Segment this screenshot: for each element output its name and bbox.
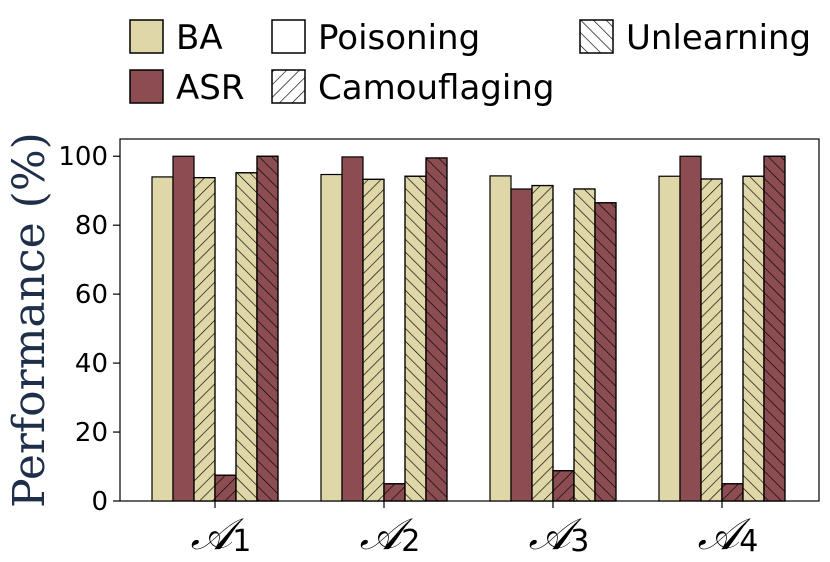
legend: BA ASR Poisoning Camouflaging Unlearning <box>129 18 811 108</box>
bar-hatch-asr-camouflaging <box>552 470 575 502</box>
legend-swatch-asr <box>129 69 164 104</box>
legend-swatch-ba <box>129 19 164 54</box>
bar-ba-poisoning <box>320 173 343 502</box>
x-tick-label: 𝒜2 <box>360 509 421 560</box>
bar-asr-poisoning <box>172 155 195 502</box>
legend-label-unlearning: Unlearning <box>626 18 811 58</box>
y-tick-label: 100 <box>58 142 108 172</box>
bar-hatch-asr-camouflaging <box>383 483 406 502</box>
bar-hatch-asr-unlearning <box>594 202 617 502</box>
bar-hatch-ba-unlearning <box>742 175 765 502</box>
x-tick-label: 𝒜3 <box>529 509 590 560</box>
y-tick-label: 20 <box>75 418 108 448</box>
bar-asr-poisoning <box>679 155 702 502</box>
bar-hatch-asr-camouflaging <box>214 474 237 502</box>
y-tick-label: 60 <box>75 280 108 310</box>
y-tick-label: 40 <box>75 349 108 379</box>
bar-ba-poisoning <box>489 175 512 502</box>
bar-asr-poisoning <box>341 156 364 502</box>
bar-hatch-asr-camouflaging <box>721 483 744 502</box>
bar-hatch-asr-unlearning <box>763 155 786 502</box>
bar-hatch-ba-unlearning <box>404 175 427 502</box>
legend-label-camouflaging: Camouflaging <box>318 68 554 108</box>
bar-ba-poisoning <box>151 176 174 502</box>
bars <box>151 155 786 502</box>
x-axis-ticks: 𝒜1 𝒜2 𝒜3 𝒜4 <box>191 501 759 560</box>
y-tick-label: 80 <box>75 211 108 241</box>
legend-swatch-unlearning <box>579 19 614 54</box>
y-axis-ticks: 0 20 40 60 80 100 <box>58 142 120 517</box>
legend-swatch-camouflaging <box>271 69 306 104</box>
bar-hatch-ba-camouflaging <box>193 177 216 502</box>
legend-label-asr: ASR <box>176 68 244 108</box>
bar-hatch-ba-camouflaging <box>531 184 554 502</box>
x-tick-label: 𝒜1 <box>191 509 252 560</box>
bar-hatch-asr-unlearning <box>425 157 448 502</box>
bar-hatch-asr-unlearning <box>256 155 279 502</box>
bar-hatch-ba-unlearning <box>573 188 596 502</box>
bar-ba-poisoning <box>658 175 681 502</box>
bar-asr-poisoning <box>510 188 533 502</box>
bar-hatch-ba-camouflaging <box>362 178 385 502</box>
x-tick-label: 𝒜4 <box>698 509 759 560</box>
plot-frame <box>119 138 820 502</box>
bar-hatch-ba-camouflaging <box>700 178 723 502</box>
bar-hatch-ba-unlearning <box>235 172 258 502</box>
y-tick-label: 0 <box>91 487 108 517</box>
legend-label-poisoning: Poisoning <box>318 18 480 58</box>
legend-label-ba: BA <box>176 18 223 58</box>
legend-swatch-poisoning <box>271 19 306 54</box>
y-axis-label: Performance (%) <box>4 132 55 508</box>
